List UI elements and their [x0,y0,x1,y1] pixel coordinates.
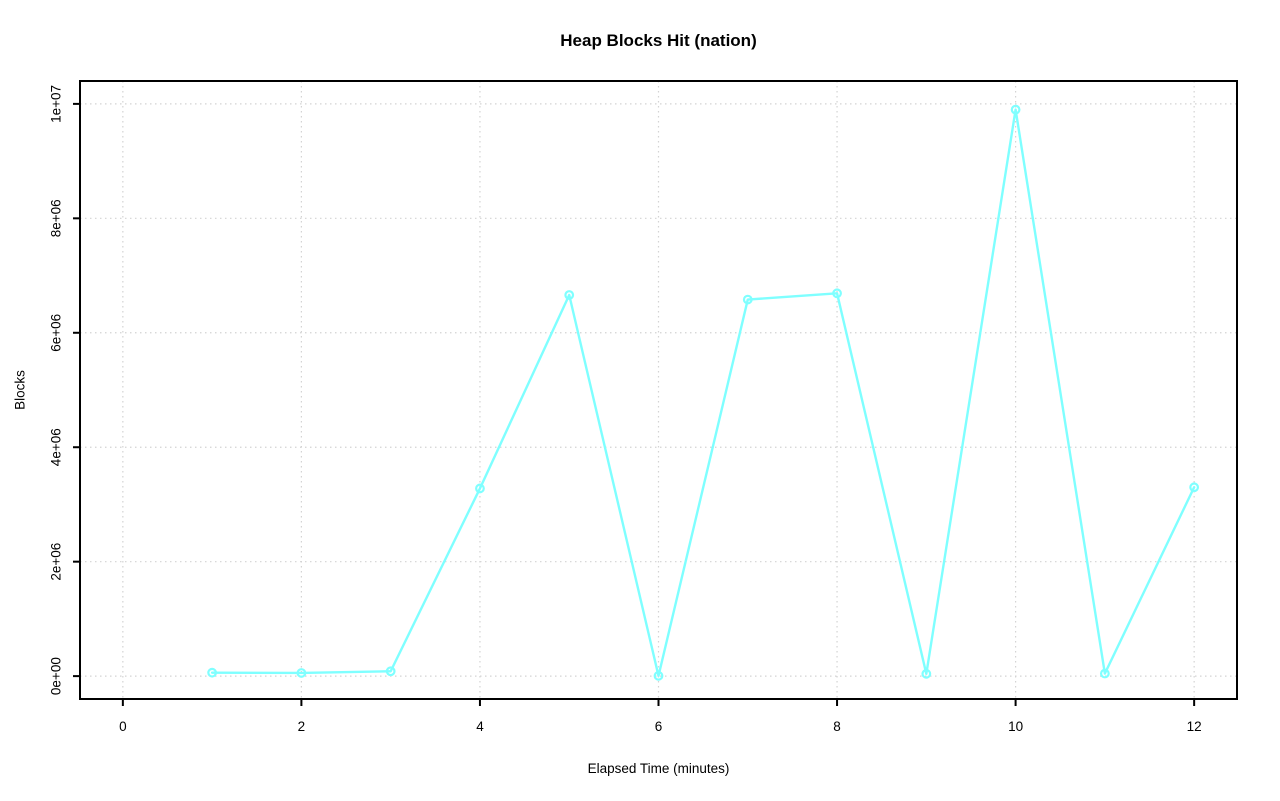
x-tick-label: 2 [298,719,306,734]
data-point-marker [742,294,753,305]
y-tick-label: 2e+06 [49,543,64,581]
data-point-marker [564,290,575,300]
x-axis-title: Elapsed Time (minutes) [587,761,730,776]
data-point-marker [207,667,218,678]
data-point-marker [1010,104,1021,115]
x-tick-label: 10 [1008,719,1023,734]
data-point-marker [1099,668,1110,679]
data-point-marker [475,483,485,494]
series-line [210,108,1196,678]
y-tick-label: 4e+06 [49,428,64,466]
data-point-marker [653,670,664,681]
y-axis-title: Blocks [12,370,28,410]
data-point-marker [921,668,932,679]
y-tick-label: 1e+07 [49,85,64,123]
chart-title: Heap Blocks Hit (nation) [560,31,757,50]
x-tick-label: 12 [1187,719,1202,734]
x-tick-label: 6 [655,719,663,734]
data-point-marker [296,668,307,678]
x-tick-label: 0 [119,719,127,734]
y-tick-label: 0e+00 [49,657,64,695]
data-point-marker [385,666,396,677]
x-tick-label: 4 [476,719,484,734]
y-tick-label: 6e+06 [49,314,64,352]
data-point-marker [1189,482,1200,493]
x-tick-label: 8 [833,719,841,734]
data-point-marker [832,288,842,299]
y-tick-label: 8e+06 [49,199,64,237]
